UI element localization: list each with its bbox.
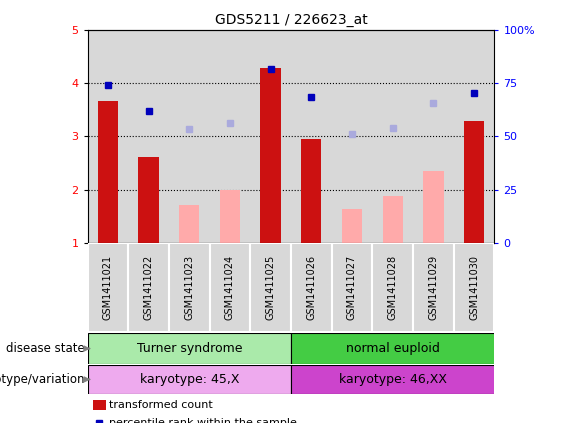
- Text: GSM1411030: GSM1411030: [469, 255, 479, 320]
- Bar: [423, 171, 444, 243]
- Text: GSM1411021: GSM1411021: [103, 255, 113, 320]
- FancyBboxPatch shape: [210, 243, 250, 332]
- Text: GSM1411026: GSM1411026: [306, 255, 316, 320]
- FancyBboxPatch shape: [169, 243, 210, 332]
- FancyBboxPatch shape: [291, 333, 515, 364]
- FancyBboxPatch shape: [250, 243, 291, 332]
- FancyBboxPatch shape: [88, 243, 128, 332]
- Title: GDS5211 / 226623_at: GDS5211 / 226623_at: [215, 13, 367, 27]
- Text: GSM1411028: GSM1411028: [388, 255, 398, 320]
- Text: transformed count: transformed count: [109, 400, 213, 410]
- Bar: [454, 30, 494, 243]
- Bar: [332, 30, 372, 243]
- Text: percentile rank within the sample: percentile rank within the sample: [109, 418, 297, 423]
- Bar: [98, 101, 118, 243]
- Bar: [220, 190, 240, 243]
- Text: genotype/variation: genotype/variation: [0, 373, 85, 386]
- Text: Turner syndrome: Turner syndrome: [137, 342, 242, 355]
- Text: karyotype: 45,X: karyotype: 45,X: [140, 373, 239, 386]
- Bar: [210, 30, 250, 243]
- Bar: [413, 30, 454, 243]
- Text: disease state: disease state: [6, 342, 85, 355]
- Bar: [260, 68, 281, 243]
- Bar: [372, 30, 413, 243]
- Bar: [301, 139, 321, 243]
- Bar: [250, 30, 291, 243]
- FancyBboxPatch shape: [413, 243, 454, 332]
- Bar: [138, 157, 159, 243]
- Bar: [179, 205, 199, 243]
- Text: GSM1411029: GSM1411029: [428, 255, 438, 320]
- Text: GSM1411027: GSM1411027: [347, 255, 357, 320]
- FancyBboxPatch shape: [372, 243, 413, 332]
- Bar: [169, 30, 210, 243]
- Bar: [88, 30, 128, 243]
- Text: karyotype: 46,XX: karyotype: 46,XX: [338, 373, 447, 386]
- Text: GSM1411024: GSM1411024: [225, 255, 235, 320]
- Text: normal euploid: normal euploid: [346, 342, 440, 355]
- Bar: [342, 209, 362, 243]
- Bar: [291, 30, 332, 243]
- Text: GSM1411023: GSM1411023: [184, 255, 194, 320]
- FancyBboxPatch shape: [291, 243, 332, 332]
- FancyBboxPatch shape: [88, 365, 291, 394]
- FancyBboxPatch shape: [291, 365, 515, 394]
- FancyBboxPatch shape: [332, 243, 372, 332]
- FancyBboxPatch shape: [454, 243, 494, 332]
- Bar: [464, 121, 484, 243]
- Text: GSM1411025: GSM1411025: [266, 255, 276, 320]
- Bar: [128, 30, 169, 243]
- FancyBboxPatch shape: [88, 333, 291, 364]
- Bar: [383, 196, 403, 243]
- FancyBboxPatch shape: [128, 243, 169, 332]
- Text: GSM1411022: GSM1411022: [144, 255, 154, 320]
